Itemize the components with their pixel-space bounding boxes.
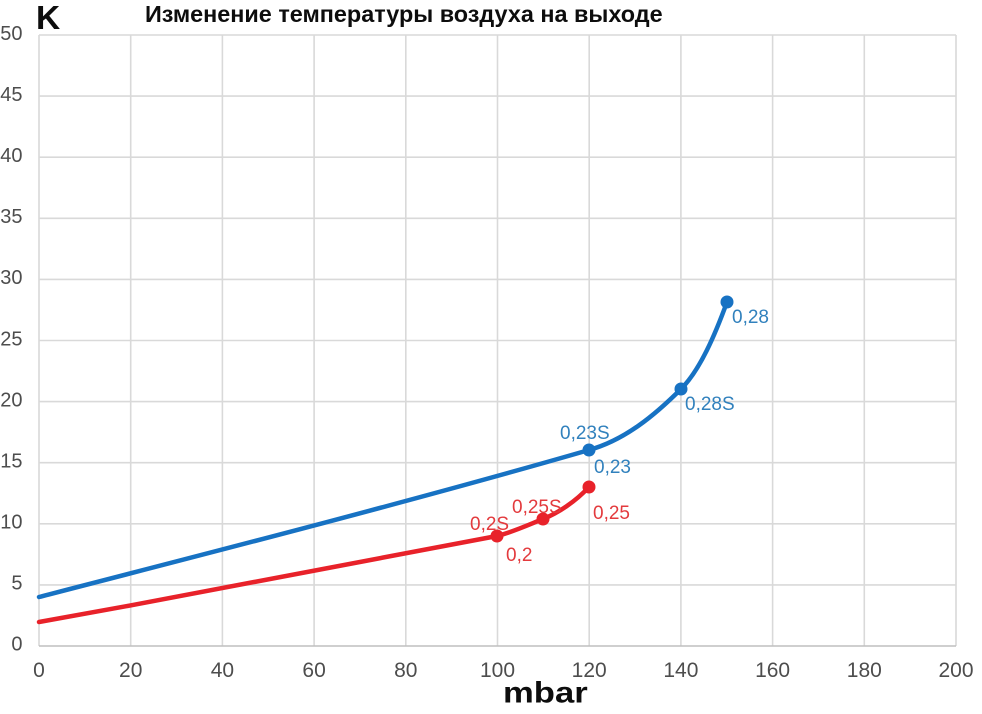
svg-text:80: 80: [394, 659, 417, 682]
svg-text:0,25: 0,25: [593, 503, 630, 524]
svg-text:0,2: 0,2: [506, 545, 532, 566]
svg-text:K: K: [36, 0, 60, 37]
svg-text:25: 25: [0, 329, 22, 351]
svg-text:120: 120: [572, 659, 607, 682]
svg-text:0,2S: 0,2S: [470, 514, 509, 535]
svg-text:200: 200: [938, 659, 973, 682]
svg-text:60: 60: [302, 659, 325, 682]
svg-text:0,28S: 0,28S: [685, 394, 735, 415]
svg-text:45: 45: [0, 84, 22, 106]
svg-text:180: 180: [847, 659, 882, 682]
svg-text:5: 5: [11, 573, 22, 595]
svg-text:50: 50: [0, 23, 22, 45]
svg-text:20: 20: [119, 659, 142, 682]
svg-text:10: 10: [0, 512, 22, 534]
svg-text:140: 140: [663, 659, 698, 682]
svg-text:35: 35: [0, 206, 22, 228]
svg-text:0,23S: 0,23S: [560, 423, 610, 444]
svg-text:40: 40: [211, 659, 234, 682]
svg-text:mbar: mbar: [503, 676, 588, 709]
svg-text:Изменение температуры воздуха: Изменение температуры воздуха на выходе: [145, 1, 663, 27]
svg-text:100: 100: [480, 659, 515, 682]
svg-text:20: 20: [0, 390, 22, 412]
svg-text:0: 0: [33, 659, 45, 682]
svg-text:30: 30: [0, 267, 22, 289]
svg-text:0,25S: 0,25S: [512, 497, 562, 518]
svg-text:15: 15: [0, 451, 22, 473]
svg-text:0,28: 0,28: [732, 307, 769, 328]
svg-text:0,23: 0,23: [594, 457, 631, 478]
svg-text:0: 0: [11, 634, 22, 656]
svg-text:160: 160: [755, 659, 790, 682]
svg-text:40: 40: [0, 145, 22, 167]
